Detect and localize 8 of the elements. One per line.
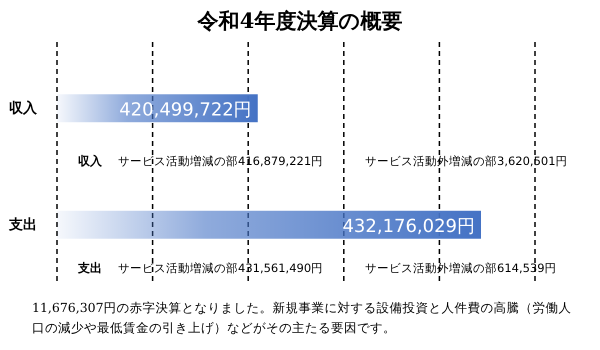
- data-label: 432,176,029円: [342, 216, 476, 237]
- chart-title: 令和4年度決算の概要: [196, 8, 402, 33]
- annotation: 収入: [78, 154, 103, 168]
- annotation: 支出: [77, 261, 102, 275]
- annotation: サービス活動増減の部431,561,490円: [118, 261, 324, 275]
- annotation: サービス活動増減の部416,879,221円: [118, 154, 324, 168]
- data-label: 420,499,722円: [119, 99, 252, 120]
- text: 11,676,307円の赤字決算となりました。新規事業に対する設備投資と人件費の高騰（労働人口の減少や最低賃金の引き上げ）などがその主たる要因です。: [32, 300, 572, 335]
